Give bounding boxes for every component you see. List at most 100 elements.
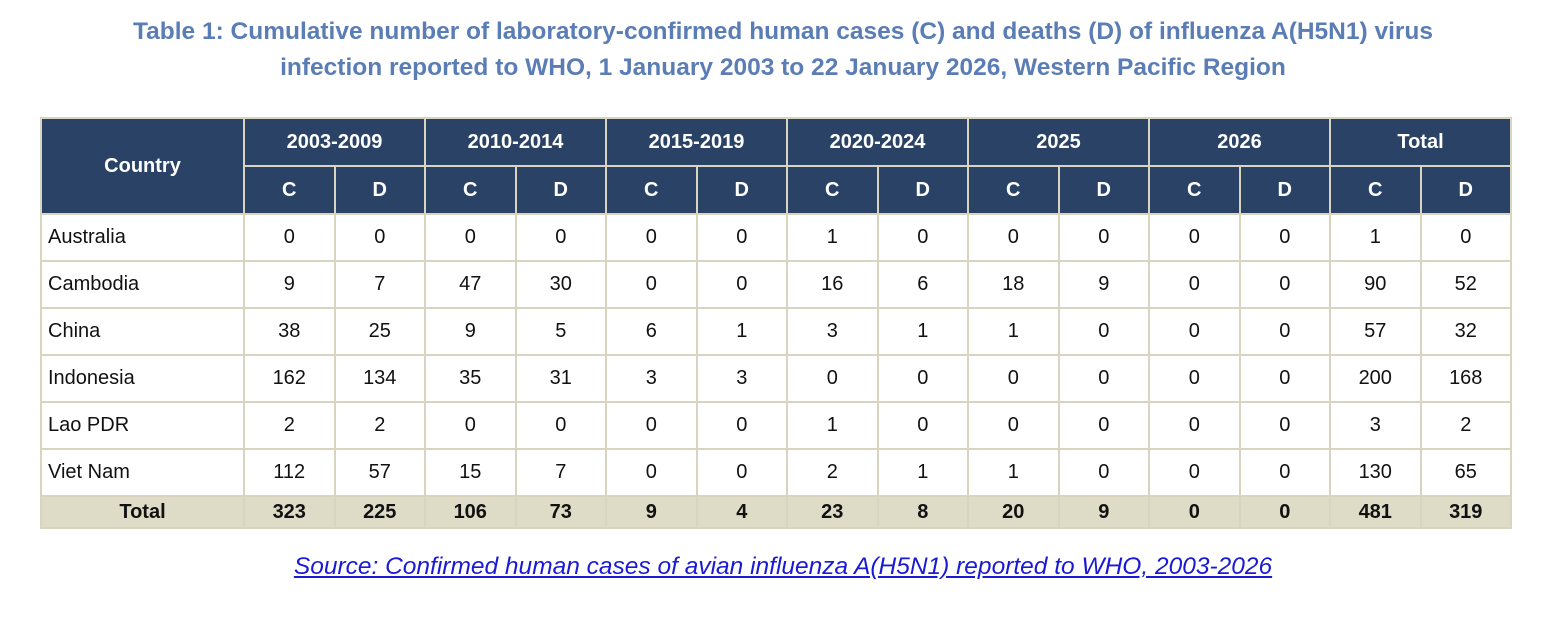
deaths-cell: 0	[1419, 213, 1513, 262]
cases-header: C	[1148, 165, 1241, 215]
table-body: Australia 0 0 0 0 0 0 1 0 0 0 0 0 1 0 Cambodia 9 7 47 30 0 0 1…	[40, 213, 1513, 529]
total-cases-cell: 23	[786, 495, 879, 529]
deaths-cell: 0	[876, 354, 969, 403]
total-deaths-cell: 225	[333, 495, 426, 529]
total-label: Total	[40, 495, 245, 529]
cases-cell: 1	[967, 307, 1060, 356]
deaths-cell: 0	[1238, 260, 1331, 309]
cases-header: C	[1329, 165, 1422, 215]
deaths-header: D	[876, 165, 969, 215]
deaths-cell: 0	[1057, 401, 1150, 450]
table-row: Lao PDR 2 2 0 0 0 0 1 0 0 0 0 0 3 2	[40, 401, 1513, 450]
deaths-cell: 57	[333, 448, 426, 497]
cases-cell: 1	[786, 213, 879, 262]
country-cell: China	[40, 307, 245, 356]
cases-cell: 0	[1148, 448, 1241, 497]
country-header: Country	[40, 117, 245, 215]
deaths-cell: 168	[1419, 354, 1513, 403]
cases-cell: 2	[786, 448, 879, 497]
cases-cell: 0	[605, 213, 698, 262]
total-cases-cell: 0	[1148, 495, 1241, 529]
table-title-line-2: infection reported to WHO, 1 January 200…	[280, 54, 1286, 81]
total-deaths-cell: 0	[1238, 495, 1331, 529]
cases-cell: 9	[243, 260, 336, 309]
deaths-cell: 0	[1238, 448, 1331, 497]
deaths-cell: 25	[333, 307, 426, 356]
cases-cell: 9	[424, 307, 517, 356]
deaths-cell: 65	[1419, 448, 1513, 497]
cases-cell: 0	[967, 213, 1060, 262]
deaths-header: D	[1057, 165, 1150, 215]
table-row: Viet Nam 112 57 15 7 0 0 2 1 1 0 0 0 130 65	[40, 448, 1513, 497]
country-cell: Cambodia	[40, 260, 245, 309]
cases-cell: 0	[1148, 260, 1241, 309]
period-header: 2025	[967, 117, 1150, 167]
cases-header: C	[424, 165, 517, 215]
deaths-cell: 0	[1057, 213, 1150, 262]
table-row: Australia 0 0 0 0 0 0 1 0 0 0 0 0 1 0	[40, 213, 1513, 262]
cases-cell: 90	[1329, 260, 1422, 309]
deaths-header: D	[1238, 165, 1331, 215]
total-deaths-cell: 4	[695, 495, 788, 529]
deaths-cell: 1	[876, 307, 969, 356]
total-cases-cell: 106	[424, 495, 517, 529]
deaths-cell: 6	[876, 260, 969, 309]
deaths-cell: 0	[1238, 401, 1331, 450]
period-header: 2010-2014	[424, 117, 607, 167]
deaths-cell: 32	[1419, 307, 1513, 356]
deaths-cell: 0	[695, 401, 788, 450]
table-row: Cambodia 9 7 47 30 0 0 16 6 18 9 0 0 90 52	[40, 260, 1513, 309]
cases-cell: 0	[424, 213, 517, 262]
cases-cell: 162	[243, 354, 336, 403]
deaths-cell: 31	[514, 354, 607, 403]
cases-cell: 0	[786, 354, 879, 403]
cases-header: C	[967, 165, 1060, 215]
cases-cell: 15	[424, 448, 517, 497]
deaths-cell: 0	[1238, 307, 1331, 356]
country-cell: Australia	[40, 213, 245, 262]
deaths-cell: 0	[695, 448, 788, 497]
cases-cell: 2	[243, 401, 336, 450]
cases-cell: 47	[424, 260, 517, 309]
total-cases-cell: 9	[605, 495, 698, 529]
deaths-cell: 0	[695, 213, 788, 262]
cases-cell: 200	[1329, 354, 1422, 403]
deaths-cell: 30	[514, 260, 607, 309]
deaths-cell: 134	[333, 354, 426, 403]
cases-header: C	[243, 165, 336, 215]
cases-cell: 0	[1148, 307, 1241, 356]
table-row: China 38 25 9 5 6 1 3 1 1 0 0 0 57 32	[40, 307, 1513, 356]
header-row-cd: C D C D C D C D C D C D C D	[41, 165, 1513, 215]
deaths-cell: 5	[514, 307, 607, 356]
total-cases-cell: 323	[243, 495, 336, 529]
period-header: 2020-2024	[786, 117, 969, 167]
total-deaths-cell: 9	[1057, 495, 1150, 529]
country-cell: Lao PDR	[40, 401, 245, 450]
cases-header: C	[605, 165, 698, 215]
total-deaths-cell: 73	[514, 495, 607, 529]
deaths-cell: 1	[695, 307, 788, 356]
period-header: 2026	[1148, 117, 1331, 167]
deaths-cell: 7	[333, 260, 426, 309]
cases-cell: 1	[967, 448, 1060, 497]
deaths-cell: 9	[1057, 260, 1150, 309]
cases-cell: 1	[1329, 213, 1422, 262]
deaths-cell: 0	[1238, 213, 1331, 262]
deaths-header: D	[514, 165, 607, 215]
cases-cell: 3	[605, 354, 698, 403]
cases-cell: 6	[605, 307, 698, 356]
table-row: Indonesia 162 134 35 31 3 3 0 0 0 0 0 0 200 168	[40, 354, 1513, 403]
deaths-cell: 0	[1057, 307, 1150, 356]
table-title-line-1: Table 1: Cumulative number of laboratory…	[132, 18, 1434, 45]
cases-cell: 18	[967, 260, 1060, 309]
deaths-cell: 2	[333, 401, 426, 450]
deaths-cell: 0	[1238, 354, 1331, 403]
deaths-cell: 0	[876, 213, 969, 262]
country-cell: Viet Nam	[40, 448, 245, 497]
source-link[interactable]: Source: Confirmed human cases of avian i…	[293, 553, 1273, 580]
deaths-header: D	[333, 165, 426, 215]
period-header: 2015-2019	[605, 117, 788, 167]
cases-cell: 0	[605, 448, 698, 497]
deaths-cell: 0	[514, 401, 607, 450]
total-row: Total 323 225 106 73 9 4 23 8 20 9 0 0 481 319	[40, 495, 1513, 529]
